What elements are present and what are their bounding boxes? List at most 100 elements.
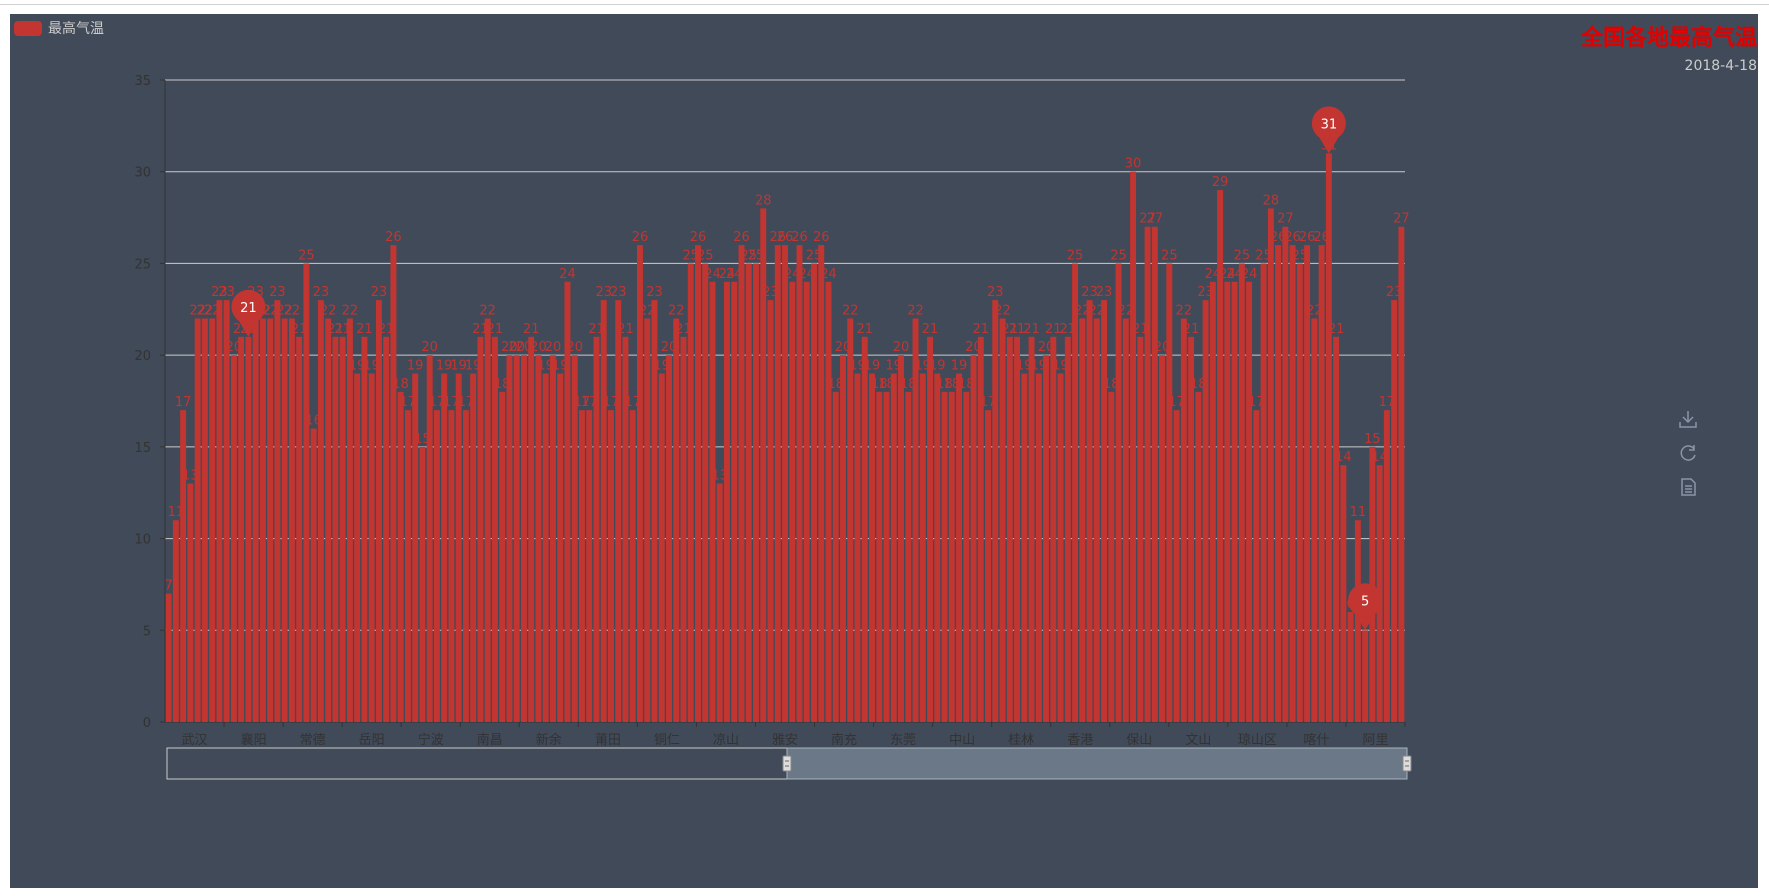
bar xyxy=(760,208,767,722)
bar xyxy=(832,391,839,722)
bar-value-label: 19 xyxy=(915,358,932,373)
bar-value-label: 22 xyxy=(907,303,924,318)
x-tick-label: 铜仁 xyxy=(654,733,680,748)
bar-value-label: 26 xyxy=(769,230,786,245)
bar-value-label: 25 xyxy=(1234,248,1251,263)
bar-value-label: 22 xyxy=(1306,303,1323,318)
bar-value-label: 19 xyxy=(1031,358,1048,373)
bar-value-label: 19 xyxy=(1052,358,1069,373)
min-marker-label: 5 xyxy=(1361,594,1369,609)
bar xyxy=(288,318,295,722)
x-tick-label: 雅安 xyxy=(772,733,798,748)
bar-value-label: 25 xyxy=(1255,248,1272,263)
bar-value-label: 19 xyxy=(552,358,569,373)
bar xyxy=(281,318,288,722)
x-tick-label: 南充 xyxy=(831,732,857,748)
bar xyxy=(346,318,353,722)
bar xyxy=(1021,373,1028,722)
bar xyxy=(1325,153,1332,722)
x-tick-label: 新余 xyxy=(536,732,562,748)
x-tick-label: 保山 xyxy=(1126,733,1152,748)
bar xyxy=(245,336,252,722)
max-marker-label: 31 xyxy=(1321,117,1338,132)
bar-value-label: 26 xyxy=(733,230,750,245)
bar xyxy=(535,355,542,722)
bar-value-label: 21 xyxy=(1060,322,1077,337)
refresh-icon[interactable] xyxy=(1677,442,1699,464)
bar-value-label: 17 xyxy=(603,395,620,410)
bar-value-label: 21 xyxy=(291,322,308,337)
bar xyxy=(325,318,332,722)
bar xyxy=(375,300,382,722)
bar-value-label: 26 xyxy=(632,230,649,245)
bar-value-label: 22 xyxy=(1089,303,1106,318)
x-tick-label: 琼山区 xyxy=(1238,733,1277,748)
bar-value-label: 22 xyxy=(262,303,279,318)
bar xyxy=(223,300,230,722)
data-zoom-slider[interactable] xyxy=(166,747,1412,780)
bar xyxy=(448,410,455,722)
bar-value-label: 28 xyxy=(1263,193,1280,208)
bar-value-label: 22 xyxy=(189,303,206,318)
bar-value-label: 23 xyxy=(646,285,663,300)
y-tick-label: 5 xyxy=(143,624,151,639)
bar xyxy=(1072,263,1079,722)
bar xyxy=(644,318,651,722)
bar-value-label: 25 xyxy=(697,248,714,263)
bar-value-label: 18 xyxy=(827,377,844,392)
bar xyxy=(1014,336,1021,722)
bar-value-label: 23 xyxy=(610,285,627,300)
bar-value-label: 23 xyxy=(313,285,330,300)
bar xyxy=(1035,373,1042,722)
bar xyxy=(963,391,970,722)
bar xyxy=(165,593,172,722)
bar-value-label: 25 xyxy=(740,248,757,263)
bar xyxy=(1144,226,1151,722)
bar xyxy=(1391,300,1398,722)
bar-value-label: 30 xyxy=(1125,157,1142,172)
x-tick-label: 阿里 xyxy=(1362,733,1388,748)
bar-value-label: 23 xyxy=(1197,285,1214,300)
zoom-handle-left[interactable] xyxy=(782,755,792,772)
bar xyxy=(1383,410,1390,722)
bar xyxy=(578,410,585,722)
bar-value-label: 21 xyxy=(588,322,605,337)
legend-label: 最高气温 xyxy=(48,21,104,37)
bar xyxy=(317,300,324,722)
bar xyxy=(709,281,716,722)
bar-value-label: 21 xyxy=(472,322,489,337)
bar xyxy=(636,245,643,723)
bar-value-label: 17 xyxy=(429,395,446,410)
bar xyxy=(412,373,419,722)
bar xyxy=(731,281,738,722)
bar-value-label: 19 xyxy=(653,358,670,373)
bar xyxy=(876,391,883,722)
bar xyxy=(542,373,549,722)
bar xyxy=(1260,263,1267,722)
bar xyxy=(1188,336,1195,722)
x-tick-label: 武汉 xyxy=(182,733,208,748)
download-icon[interactable] xyxy=(1677,408,1699,430)
bar xyxy=(825,281,832,722)
bar xyxy=(1231,281,1238,722)
bar-value-label: 17 xyxy=(175,395,192,410)
bar xyxy=(753,263,759,722)
bar xyxy=(890,373,897,722)
bar xyxy=(332,336,339,722)
zoom-window[interactable] xyxy=(786,747,1408,780)
zoom-handle-right[interactable] xyxy=(1402,755,1412,772)
bar xyxy=(927,336,934,722)
bar-value-label: 22 xyxy=(994,303,1011,318)
bar xyxy=(404,410,411,722)
bar-value-label: 26 xyxy=(690,230,707,245)
bar xyxy=(310,428,317,722)
legend-item[interactable]: 最高气温 xyxy=(14,18,104,38)
bar xyxy=(600,300,607,722)
bar-value-label: 24 xyxy=(704,267,721,282)
extra-marker: 21 xyxy=(231,289,266,337)
data-view-icon[interactable] xyxy=(1677,476,1699,498)
bar-value-label: 23 xyxy=(269,285,286,300)
bar-value-label: 21 xyxy=(856,322,873,337)
bar xyxy=(1217,190,1224,723)
bar xyxy=(397,391,404,722)
